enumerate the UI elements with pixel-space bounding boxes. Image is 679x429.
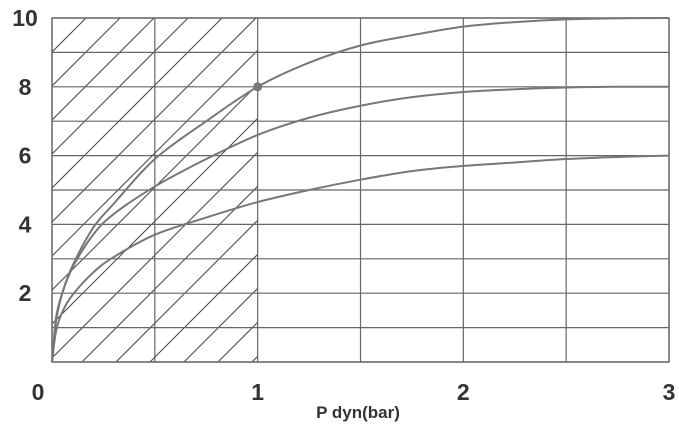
x-axis-label: P dyn(bar) (316, 403, 400, 422)
x-tick-label: 0 (32, 379, 45, 405)
curve-series-2 (51, 85, 670, 363)
tick-labels: 0 1 2 3 2 4 6 8 10 (12, 5, 675, 405)
plot-border (51, 17, 670, 363)
hatch-line (52, 18, 189, 155)
hatch-line (149, 253, 258, 362)
y-tick-label: 10 (12, 5, 38, 31)
x-tick-label: 1 (251, 379, 264, 405)
hatch-line (52, 18, 121, 87)
curve-series-3 (51, 154, 670, 363)
hatch-line (115, 219, 258, 362)
grid (51, 17, 670, 363)
hatch-line (52, 18, 223, 189)
y-tick-label: 4 (19, 211, 32, 237)
y-tick-label: 8 (19, 74, 32, 100)
hatch-line (52, 18, 155, 121)
hatch-line (52, 18, 53, 19)
hatch-line (183, 287, 258, 362)
x-tick-label: 3 (663, 379, 676, 405)
y-tick-label: 2 (19, 280, 32, 306)
data-point-marker (253, 82, 263, 92)
y-tick-label: 6 (19, 143, 32, 169)
x-tick-label: 2 (457, 379, 470, 405)
markers (253, 82, 263, 92)
